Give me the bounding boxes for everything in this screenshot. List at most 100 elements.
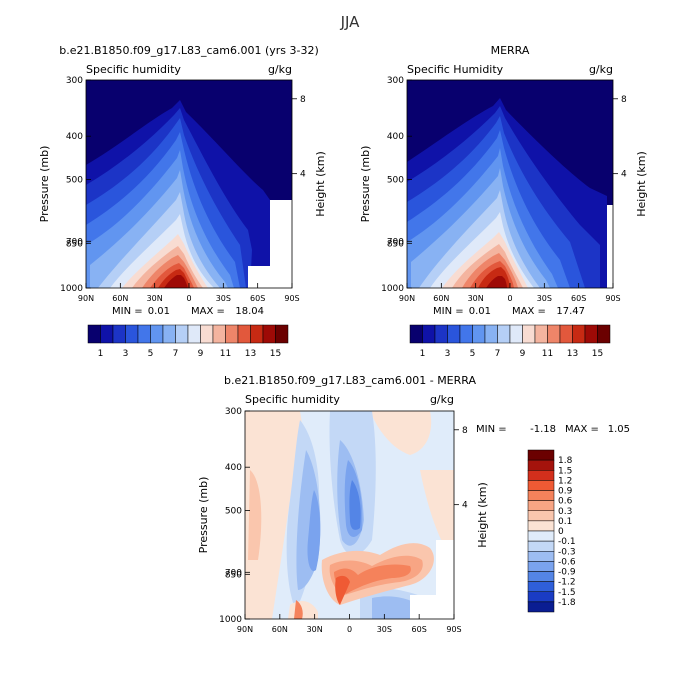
y-tick-label: 1000 <box>60 284 83 294</box>
height-tick-label: 8 <box>300 95 306 105</box>
colorbar-label: -0.1 <box>558 537 576 547</box>
y-tick-label: 500 <box>66 176 83 186</box>
colorbar-label: -1.8 <box>558 598 576 608</box>
colorbar-swatch <box>187 324 201 344</box>
y-tick-label: 850 <box>225 570 242 580</box>
units-label: g/kg <box>430 393 454 406</box>
colorbar-swatch <box>87 324 101 344</box>
colorbar-swatch <box>572 324 586 344</box>
page-title: JJA <box>340 13 361 31</box>
x-tick-label: 60N <box>433 294 449 303</box>
y-tick-label: 1000 <box>219 615 242 625</box>
min-max-readout: MIN = -1.18 MAX = 1.05 <box>476 424 630 435</box>
colorbar-label: 1.8 <box>558 456 573 466</box>
colorbar-swatch <box>527 581 555 592</box>
height-tick-label: 8 <box>462 426 468 436</box>
colorbar-label: 11 <box>542 349 553 359</box>
colorbar-swatch <box>527 520 555 532</box>
colorbar-swatch <box>162 324 176 344</box>
min-max-readout: MIN = 0.01 MAX = 18.04 <box>112 306 264 317</box>
colorbar-label: -0.6 <box>558 557 576 567</box>
colorbar-swatch <box>534 324 548 344</box>
colorbar-swatch <box>527 601 555 613</box>
x-tick-label: 90N <box>78 294 94 303</box>
y-axis-label: Pressure (mb) <box>359 146 372 223</box>
y-axis-label: Pressure (mb) <box>197 477 210 554</box>
colorbar-swatch <box>559 324 573 344</box>
x-tick-label: 30N <box>468 294 484 303</box>
colorbar-swatch <box>100 324 114 344</box>
x-tick-label: 90S <box>284 294 299 303</box>
colorbar-label: 15 <box>270 349 281 359</box>
colorbar-swatch <box>527 490 555 501</box>
y-tick-label: 850 <box>66 239 83 249</box>
min-value: -1.18 <box>530 424 556 435</box>
colorbar-swatch <box>484 324 498 344</box>
colorbar: 1 3 5 7 9 11 13 15 <box>409 324 611 359</box>
variable-label: Specific Humidity <box>407 63 504 76</box>
colorbar-swatch <box>422 324 436 344</box>
colorbar-label: 9 <box>198 349 204 359</box>
max-value: 1.05 <box>608 424 630 435</box>
x-tick-label: 0 <box>347 625 352 634</box>
colorbar-label: 13 <box>245 349 256 359</box>
x-tick-label: 30N <box>307 625 323 634</box>
colorbar-label: 0.6 <box>558 497 573 507</box>
colorbar-swatch <box>212 324 226 344</box>
y-tick-label: 700 <box>225 568 242 578</box>
x-tick-label: 30N <box>147 294 163 303</box>
x-tick-label: 60N <box>112 294 128 303</box>
colorbar-swatch <box>459 324 473 344</box>
x-tick-label: 90S <box>605 294 620 303</box>
panel-model: b.e21.B1850.f09_g17.L83_cam6.001 (yrs 3-… <box>38 44 327 359</box>
x-tick-label: 30S <box>377 625 392 634</box>
y-tick-label: 400 <box>66 132 83 142</box>
colorbar-swatch <box>527 480 555 491</box>
units-label: g/kg <box>268 63 292 76</box>
colorbar: 1.81.51.20.90.60.30.10-0.1-0.3-0.6-0.9-1… <box>527 449 576 613</box>
colorbar-swatch <box>527 551 555 562</box>
colorbar-swatch <box>262 324 276 344</box>
humidity-field <box>407 80 613 288</box>
colorbar-swatch <box>225 324 239 344</box>
height-axis-label: Height (km) <box>476 482 489 548</box>
min-value: 0.01 <box>469 306 491 317</box>
height-tick-label: 4 <box>462 501 468 511</box>
colorbar-swatch <box>497 324 511 344</box>
units-label: g/kg <box>589 63 613 76</box>
panel-difference: b.e21.B1850.f09_g17.L83_cam6.001 - MERRA… <box>197 374 630 634</box>
colorbar-label: 3 <box>445 349 451 359</box>
colorbar-label: -0.9 <box>558 568 576 578</box>
x-tick-label: 90N <box>399 294 415 303</box>
colorbar-label: 7 <box>173 349 179 359</box>
colorbar-swatch <box>584 324 598 344</box>
y-tick-label: 1000 <box>381 284 404 294</box>
colorbar-swatch <box>275 324 289 344</box>
colorbar-label: 0 <box>558 527 564 537</box>
colorbar-swatch <box>527 530 555 542</box>
max-label: MAX = <box>512 306 546 317</box>
humidity-field <box>86 80 292 288</box>
height-tick-label: 8 <box>621 95 627 105</box>
colorbar-label: 13 <box>567 349 578 359</box>
min-label: MIN = <box>433 306 464 317</box>
colorbar-swatch <box>527 591 555 603</box>
colorbar-label: 0.3 <box>558 507 572 517</box>
colorbar-label: -1.2 <box>558 578 576 588</box>
difference-field <box>245 411 454 619</box>
x-tick-label: 0 <box>507 294 512 303</box>
colorbar-label: 1 <box>98 349 104 359</box>
min-label: MIN = <box>112 306 143 317</box>
colorbar-swatch <box>527 500 555 511</box>
colorbar-swatch <box>137 324 151 344</box>
colorbar-swatch <box>447 324 461 344</box>
max-value: 18.04 <box>235 306 264 317</box>
max-value: 17.47 <box>556 306 585 317</box>
max-label: MAX = <box>565 424 599 435</box>
variable-label: Specific humidity <box>245 393 340 406</box>
colorbar-label: 9 <box>520 349 526 359</box>
colorbar-swatch <box>522 324 536 344</box>
colorbar-swatch <box>409 324 423 344</box>
x-tick-label: 60N <box>272 625 288 634</box>
colorbar-label: 1.5 <box>558 466 572 476</box>
